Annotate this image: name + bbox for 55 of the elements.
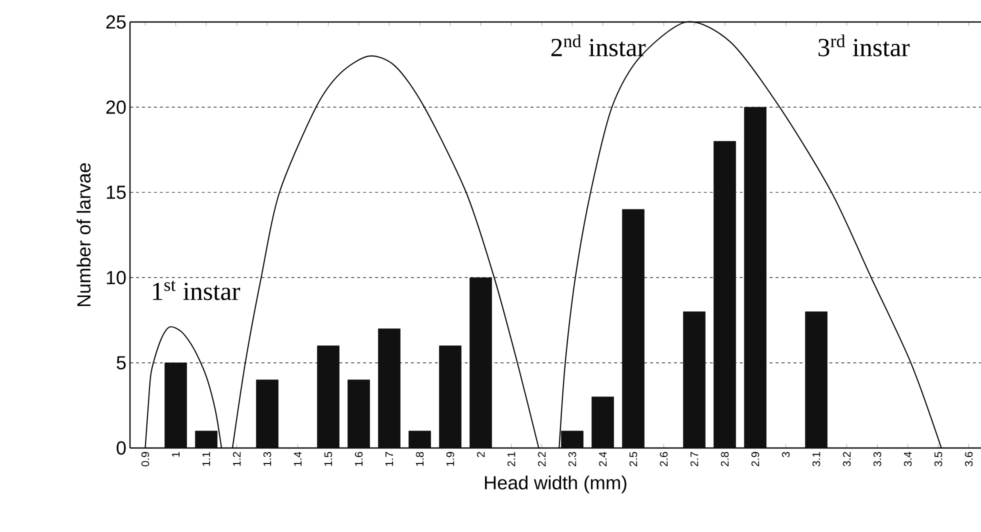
y-axis-title: Number of larvae <box>76 163 91 306</box>
x-tick-label: 2.4 <box>598 452 607 466</box>
y-tick-label: 20 <box>106 100 126 114</box>
annotation: 1$^{st}$ instar <box>153 280 240 300</box>
x-tick-label: 2.1 <box>507 452 516 466</box>
x-tick-label: 1 <box>172 452 180 457</box>
x-tick-label: 2.7 <box>690 452 698 466</box>
x-tick-label: 2.5 <box>629 452 638 466</box>
x-tick-label: 2.2 <box>538 452 546 466</box>
x-tick-label: 1.8 <box>416 452 424 466</box>
y-tick-label: 5 <box>116 356 126 370</box>
x-tick-label: 1.2 <box>232 452 241 466</box>
y-tick-label: 10 <box>106 270 126 284</box>
x-tick-label: 1.1 <box>202 452 210 466</box>
bar <box>348 380 370 448</box>
bar <box>622 209 644 448</box>
bar <box>378 328 400 448</box>
bar <box>256 380 278 448</box>
annotation: 2$^{nd}$ instar <box>551 34 646 56</box>
x-tick-label: 3.4 <box>904 452 912 466</box>
x-tick-label: 1.5 <box>324 452 332 466</box>
x-tick-label: 3.3 <box>873 452 882 466</box>
annotation: 3$^{rd}$ instar <box>818 34 910 56</box>
x-tick-label: 2.9 <box>751 452 760 466</box>
x-tick-label: 3.2 <box>842 452 851 466</box>
x-tick-label: 2.6 <box>660 452 668 466</box>
bar <box>805 311 828 448</box>
bar <box>561 430 584 448</box>
x-axis-title: Head width (mm) <box>485 476 626 494</box>
y-tick-label: 0 <box>116 441 126 455</box>
bar <box>195 430 218 448</box>
bar <box>439 346 462 448</box>
x-tick-label: 3.5 <box>934 452 942 466</box>
x-tick-label: 2.3 <box>568 452 576 466</box>
x-tick-label: 0.9 <box>141 452 150 466</box>
x-tick-label: 1.4 <box>294 452 302 466</box>
bar <box>683 311 706 448</box>
x-tick-label: 1.7 <box>386 452 394 466</box>
bar <box>744 106 766 448</box>
x-tick-label: 1.6 <box>354 452 363 466</box>
bar <box>317 346 340 448</box>
x-tick-label: 3.6 <box>964 452 973 466</box>
x-tick-label: 2 <box>476 452 485 458</box>
x-tick-label: 3.1 <box>812 452 820 466</box>
bar <box>408 430 431 448</box>
bar <box>470 277 492 448</box>
y-tick-label: 15 <box>106 186 126 199</box>
x-tick-label: 2.8 <box>720 452 729 466</box>
bar <box>164 362 187 448</box>
bar <box>592 396 614 448</box>
x-tick-label: 3 <box>782 452 790 458</box>
bar <box>714 141 736 448</box>
y-tick-label: 25 <box>106 15 126 29</box>
x-tick-label: 1.9 <box>446 452 454 466</box>
x-tick-label: 1.3 <box>263 452 272 466</box>
